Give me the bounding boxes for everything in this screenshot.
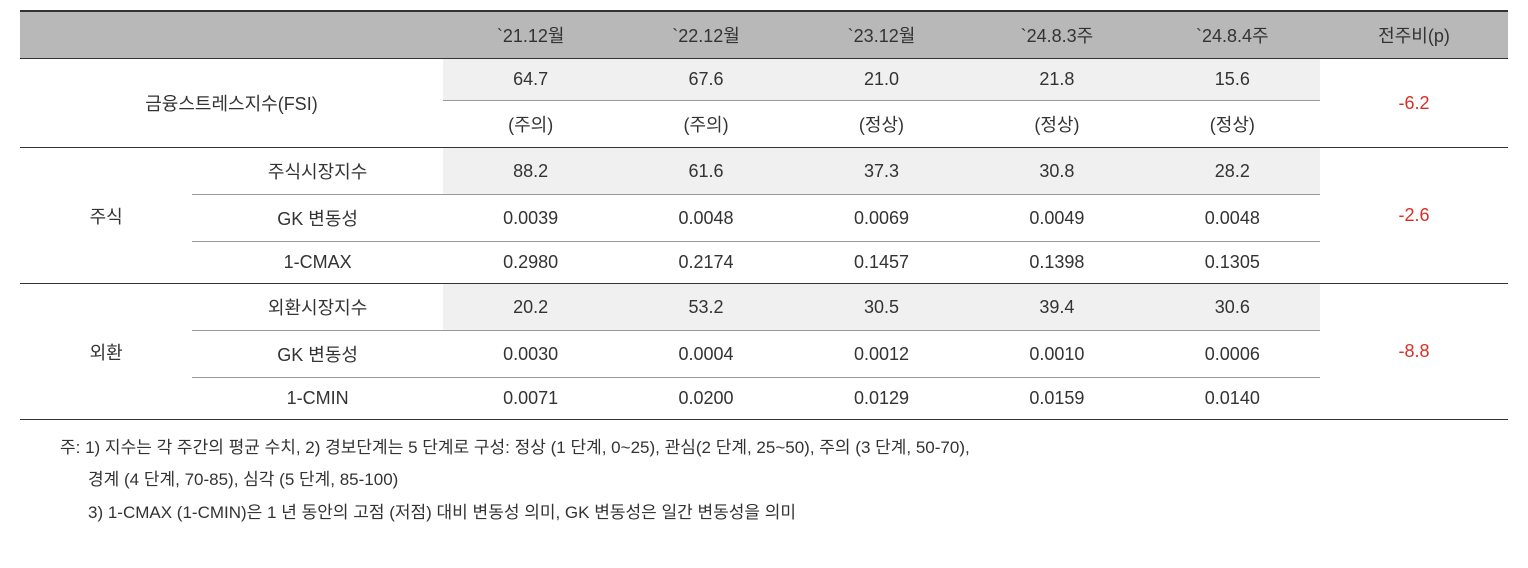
stock-sub-label: GK 변동성 [192, 195, 443, 242]
header-col: `23.12월 [794, 11, 969, 59]
header-col: `21.12월 [443, 11, 618, 59]
stock-value: 0.1305 [1145, 242, 1320, 284]
fx-sub-label: 외환시장지수 [192, 284, 443, 331]
header-col: `22.12월 [618, 11, 793, 59]
fx-value: 53.2 [618, 284, 793, 331]
table-header-row: `21.12월 `22.12월 `23.12월 `24.8.3주 `24.8.4… [20, 11, 1508, 59]
stock-value: 28.2 [1145, 148, 1320, 195]
fx-value: 30.5 [794, 284, 969, 331]
stock-value: 30.8 [969, 148, 1144, 195]
header-blank [20, 11, 443, 59]
fx-sub-label: GK 변동성 [192, 331, 443, 378]
fx-row-0: 외환 외환시장지수 20.2 53.2 30.5 39.4 30.6 -8.8 [20, 284, 1508, 331]
fsi-status: (정상) [1145, 101, 1320, 148]
stock-value: 0.0048 [1145, 195, 1320, 242]
fx-value: 0.0140 [1145, 378, 1320, 420]
stock-category: 주식 [20, 148, 192, 284]
stock-sub-label: 주식시장지수 [192, 148, 443, 195]
header-delta: 전주비(p) [1320, 11, 1508, 59]
stock-value: 0.0049 [969, 195, 1144, 242]
stock-value: 0.2174 [618, 242, 793, 284]
stock-value: 0.0048 [618, 195, 793, 242]
stock-row-1: GK 변동성 0.0039 0.0048 0.0069 0.0049 0.004… [20, 195, 1508, 242]
fsi-table: `21.12월 `22.12월 `23.12월 `24.8.3주 `24.8.4… [20, 10, 1508, 420]
fsi-status: (정상) [794, 101, 969, 148]
fsi-status: (주의) [443, 101, 618, 148]
stock-row-2: 1-CMAX 0.2980 0.2174 0.1457 0.1398 0.130… [20, 242, 1508, 284]
fx-value: 0.0012 [794, 331, 969, 378]
fx-row-2: 1-CMIN 0.0071 0.0200 0.0129 0.0159 0.014… [20, 378, 1508, 420]
stock-value: 0.1457 [794, 242, 969, 284]
note-line-2: 경계 (4 단계, 70-85), 심각 (5 단계, 85-100) [60, 464, 1468, 496]
fsi-value: 21.0 [794, 59, 969, 101]
fx-value: 20.2 [443, 284, 618, 331]
fx-value: 0.0159 [969, 378, 1144, 420]
note-line-3: 3) 1-CMAX (1-CMIN)은 1 년 동안의 고점 (저점) 대비 변… [60, 497, 1468, 529]
stock-delta: -2.6 [1320, 148, 1508, 284]
fsi-delta: -6.2 [1320, 59, 1508, 148]
fx-value: 0.0200 [618, 378, 793, 420]
stock-value: 37.3 [794, 148, 969, 195]
header-col: `24.8.4주 [1145, 11, 1320, 59]
fsi-label: 금융스트레스지수(FSI) [20, 59, 443, 148]
stock-value: 0.0039 [443, 195, 618, 242]
fsi-status: (주의) [618, 101, 793, 148]
stock-sub-label: 1-CMAX [192, 242, 443, 284]
fx-value: 30.6 [1145, 284, 1320, 331]
stock-value: 0.1398 [969, 242, 1144, 284]
fx-delta: -8.8 [1320, 284, 1508, 420]
fx-row-1: GK 변동성 0.0030 0.0004 0.0012 0.0010 0.000… [20, 331, 1508, 378]
stock-value: 61.6 [618, 148, 793, 195]
stock-value: 0.0069 [794, 195, 969, 242]
fsi-status: (정상) [969, 101, 1144, 148]
fx-value: 0.0010 [969, 331, 1144, 378]
fx-value: 39.4 [969, 284, 1144, 331]
fx-value: 0.0004 [618, 331, 793, 378]
fx-value: 0.0071 [443, 378, 618, 420]
header-col: `24.8.3주 [969, 11, 1144, 59]
fsi-value: 64.7 [443, 59, 618, 101]
fx-value: 0.0030 [443, 331, 618, 378]
fsi-value: 21.8 [969, 59, 1144, 101]
stock-row-0: 주식 주식시장지수 88.2 61.6 37.3 30.8 28.2 -2.6 [20, 148, 1508, 195]
fsi-value-row: 금융스트레스지수(FSI) 64.7 67.6 21.0 21.8 15.6 -… [20, 59, 1508, 101]
fsi-value: 15.6 [1145, 59, 1320, 101]
fx-category: 외환 [20, 284, 192, 420]
fx-value: 0.0006 [1145, 331, 1320, 378]
fx-value: 0.0129 [794, 378, 969, 420]
stock-value: 88.2 [443, 148, 618, 195]
stock-value: 0.2980 [443, 242, 618, 284]
fx-sub-label: 1-CMIN [192, 378, 443, 420]
fsi-value: 67.6 [618, 59, 793, 101]
table-notes: 주: 1) 지수는 각 주간의 평균 수치, 2) 경보단계는 5 단계로 구성… [20, 420, 1508, 529]
note-line-1: 주: 1) 지수는 각 주간의 평균 수치, 2) 경보단계는 5 단계로 구성… [60, 432, 1468, 464]
